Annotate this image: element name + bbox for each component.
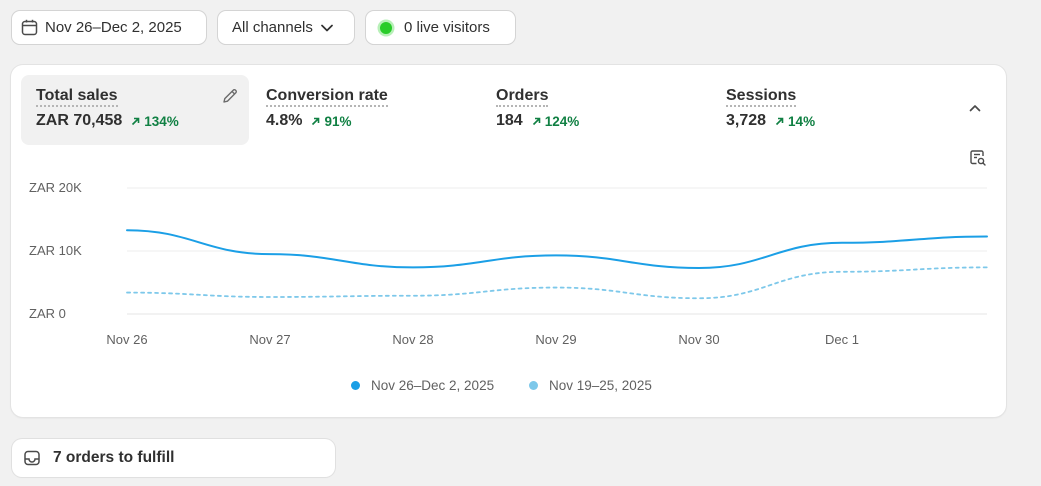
pencil-icon[interactable] [221, 87, 239, 110]
chevron-up-icon[interactable] [968, 101, 982, 120]
orders-to-fulfill-button[interactable]: 7 orders to fulfill [12, 439, 335, 477]
legend-label-current: Nov 26–Dec 2, 2025 [371, 378, 495, 393]
metric-title: Total sales [36, 86, 118, 107]
x-tick-label: Dec 1 [825, 332, 859, 347]
orders-to-fulfill-label: 7 orders to fulfill [53, 449, 175, 466]
metric-change: 91% [311, 113, 352, 129]
y-tick-label: ZAR 10K [29, 243, 82, 258]
arrow-up-right-icon [132, 117, 140, 125]
metric-sessions[interactable]: Sessions 3,728 14% [711, 75, 936, 145]
metric-change-value: 134% [144, 113, 179, 129]
metric-change: 14% [775, 114, 815, 129]
arrow-up-right-icon [312, 117, 320, 125]
inbox-icon [23, 449, 41, 467]
metric-change-value: 91% [324, 113, 352, 129]
metric-change-value: 124% [544, 113, 580, 129]
x-tick-label: Nov 26 [106, 332, 148, 347]
metric-total-sales[interactable]: Total sales ZAR 70,458 134% [21, 75, 249, 145]
live-visitors-button[interactable]: 0 live visitors [366, 11, 515, 44]
legend-dot-previous [529, 381, 538, 390]
x-tick-label: Nov 28 [392, 332, 434, 347]
metric-value: 3,728 [726, 112, 767, 129]
x-tick-label: Nov 27 [249, 332, 291, 347]
metric-change: 124% [532, 113, 580, 129]
channels-label: All channels [232, 19, 313, 36]
metric-title: Conversion rate [266, 86, 388, 107]
series-line-current [126, 229, 988, 270]
y-tick-label: ZAR 0 [29, 306, 66, 321]
legend-dot-current [351, 381, 360, 390]
x-tick-label: Nov 30 [678, 332, 720, 347]
metric-conversion-rate[interactable]: Conversion rate 4.8% 91% [251, 75, 476, 145]
metric-orders[interactable]: Orders 184 124% [481, 75, 706, 145]
legend-item-previous[interactable]: Nov 19–25, 2025 [529, 378, 652, 393]
metric-value: ZAR 70,458 [36, 112, 123, 129]
sales-line-chart [126, 187, 988, 315]
y-tick-label: ZAR 20K [29, 180, 82, 195]
arrow-up-right-icon [775, 117, 784, 125]
metric-change-value: 14% [788, 113, 816, 129]
date-range-button[interactable]: Nov 26–Dec 2, 2025 [12, 11, 206, 44]
legend-item-current[interactable]: Nov 26–Dec 2, 2025 [351, 378, 494, 393]
metric-title: Orders [496, 86, 549, 107]
date-range-label: Nov 26–Dec 2, 2025 [45, 19, 182, 36]
metric-title: Sessions [726, 86, 797, 107]
chevron-down-icon [321, 24, 333, 32]
metric-value: 184 [496, 112, 523, 129]
metric-value: 4.8% [266, 112, 303, 129]
x-tick-label: Nov 29 [535, 332, 577, 347]
series-line-previous [126, 266, 988, 300]
live-visitors-label: 0 live visitors [404, 19, 490, 36]
chart-filter-icon[interactable] [969, 149, 987, 172]
sales-overview-card: Total sales ZAR 70,458 134% Conversion r… [11, 65, 1006, 417]
metric-change: 134% [131, 114, 179, 129]
arrow-up-right-icon [532, 117, 541, 125]
channels-dropdown[interactable]: All channels [218, 11, 354, 44]
legend-label-previous: Nov 19–25, 2025 [549, 378, 652, 393]
live-dot-icon [380, 21, 392, 34]
calendar-icon [21, 19, 38, 36]
